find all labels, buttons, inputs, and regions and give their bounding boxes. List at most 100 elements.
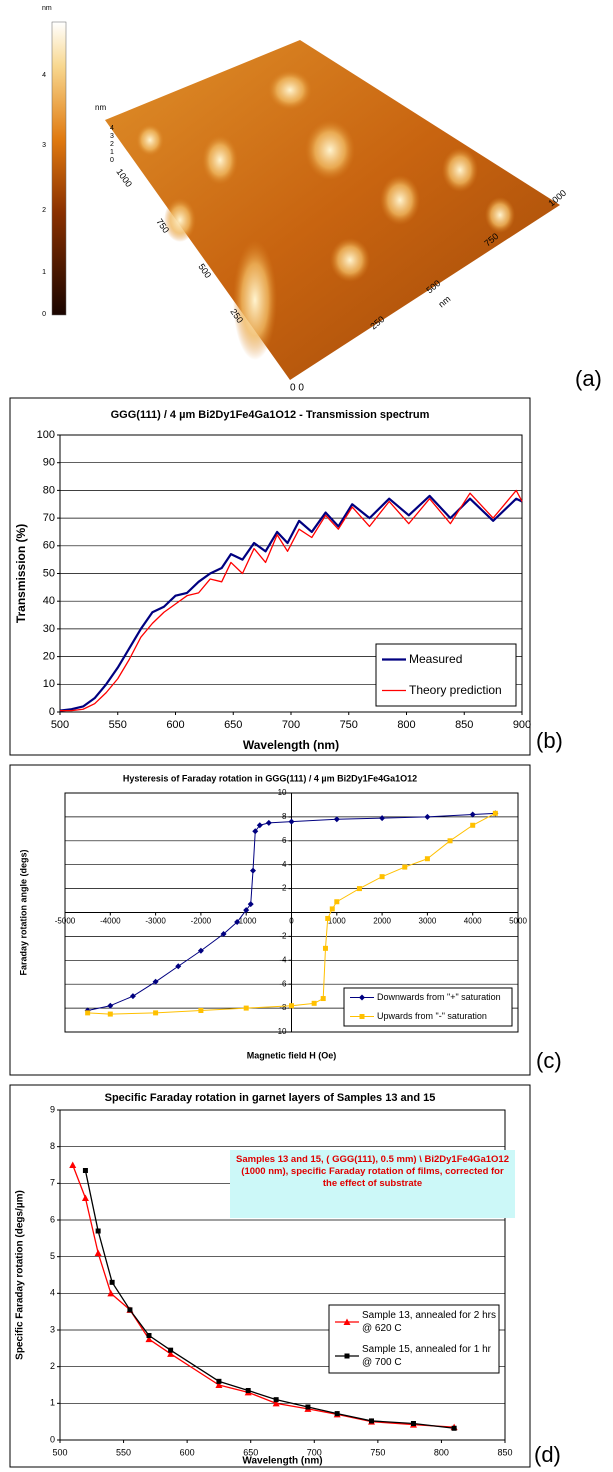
legend-label: Upwards from "-" saturation [377, 1011, 487, 1021]
marker [311, 1000, 317, 1006]
x-tick-label: -1000 [236, 917, 257, 926]
series-line [59, 494, 523, 712]
x-tick-label: 1000 [328, 917, 346, 926]
z-unit: nm [95, 103, 106, 112]
chart: Hysteresis of Faraday rotation in GGG(11… [9, 764, 531, 1076]
marker [243, 907, 250, 914]
marker [215, 1381, 223, 1388]
marker [109, 1279, 115, 1285]
marker [167, 1350, 175, 1357]
chart: GGG(111) / 4 µm Bi2Dy1Fe4Ga1O12 - Transm… [9, 397, 531, 756]
y-tick-label: 9 [50, 1104, 55, 1114]
y-axis-label: Faraday rotation angle (degs) [18, 849, 28, 975]
x-tick-label: 2000 [373, 917, 391, 926]
marker [322, 945, 328, 951]
panel-label: (c) [536, 1048, 562, 1073]
chart-title: Specific Faraday rotation in garnet laye… [105, 1092, 436, 1104]
origin-label: 0 0 [290, 383, 304, 394]
chart-title: Hysteresis of Faraday rotation in GGG(11… [123, 773, 417, 783]
legend-entry: Measured [409, 653, 462, 666]
y-tick-label: 8 [282, 812, 287, 821]
marker [69, 1161, 77, 1168]
marker [325, 915, 331, 921]
marker [273, 1397, 279, 1403]
y-tick-label: 40 [43, 595, 55, 607]
marker [320, 996, 326, 1002]
marker [334, 899, 340, 905]
marker [305, 1404, 311, 1410]
colorbar-tick: 0 [42, 311, 46, 318]
marker [197, 947, 204, 954]
marker [359, 1014, 365, 1019]
z-tick: 3 [110, 133, 114, 140]
marker [153, 1010, 159, 1016]
marker [85, 1010, 91, 1016]
y-tick-label: 1 [50, 1398, 55, 1408]
marker [329, 906, 335, 912]
marker [289, 1003, 294, 1009]
legend-label: Downwards from "+" saturation [377, 992, 501, 1002]
marker [220, 931, 227, 938]
legend-entry: Upwards from "-" saturation [377, 1011, 487, 1021]
x-tick-label: 3000 [419, 917, 437, 926]
panel-label: (d) [534, 1442, 561, 1467]
y-axis-label: Transmission (%) [14, 524, 28, 623]
x-unit: nm [436, 294, 452, 310]
marker [369, 1418, 374, 1424]
legend-entry: Theory prediction [409, 684, 502, 697]
y-tick-label: 6 [50, 1214, 55, 1224]
y-axis-label: Specific Faraday rotation (degs/µm) [15, 1190, 26, 1360]
series-line [84, 1170, 455, 1429]
legend-label: Sample 15, annealed for 1 hr @ 700 C [362, 1344, 491, 1368]
x-tick-label: 850 [497, 1447, 512, 1457]
x-tick-label: 750 [340, 719, 358, 731]
x-tick-label: 800 [397, 719, 415, 731]
colorbar-tick: 4 [42, 72, 46, 79]
y-tick-label: 30 [43, 623, 55, 635]
y-tick-label: 90 [43, 457, 55, 469]
y-tick-label: 5 [50, 1251, 55, 1261]
marker [379, 815, 386, 822]
y-tick-label: 4 [50, 1288, 55, 1298]
y-tick-label: 20 [43, 651, 55, 663]
legend-box [343, 987, 513, 1027]
chart-frame [9, 1084, 531, 1468]
marker [359, 994, 365, 1001]
y-tick: 1000 [114, 167, 134, 189]
marker [107, 1002, 114, 1009]
colorbar-tick: 3 [42, 142, 46, 149]
x-axis-label: Magnetic field H (Oe) [247, 1050, 337, 1060]
plot-border [59, 1109, 506, 1441]
y-tick-label: 60 [43, 540, 55, 552]
marker [152, 978, 159, 985]
marker [447, 838, 453, 844]
marker [129, 993, 136, 1000]
y-tick-label: -4 [279, 955, 287, 964]
marker [247, 901, 254, 908]
surface-peaks [136, 70, 515, 360]
y-tick-label: 0 [50, 1434, 55, 1444]
z-tick: 2 [110, 141, 114, 148]
y-tick-label: 2 [282, 884, 287, 893]
marker [107, 1011, 113, 1017]
marker [356, 886, 362, 892]
marker [94, 1249, 102, 1256]
marker [127, 1307, 133, 1313]
x-tick-label: 900 [513, 719, 531, 731]
x-tick-label: 600 [180, 1447, 195, 1457]
marker [334, 1411, 340, 1417]
marker [234, 919, 241, 926]
x-tick-label: 700 [307, 1447, 322, 1457]
y-tick-label: -8 [279, 1003, 287, 1012]
marker [410, 1421, 416, 1426]
legend-box [328, 1304, 500, 1374]
x-tick-label: 750 [370, 1447, 385, 1457]
legend-label: Sample 13, annealed for 2 hrs @ 620 C [362, 1310, 496, 1334]
x-tick-label: 650 [224, 719, 242, 731]
marker [451, 1425, 457, 1431]
marker [379, 874, 385, 880]
panel-label: (a) [575, 366, 602, 391]
marker [82, 1168, 88, 1173]
colorbar [51, 21, 67, 316]
